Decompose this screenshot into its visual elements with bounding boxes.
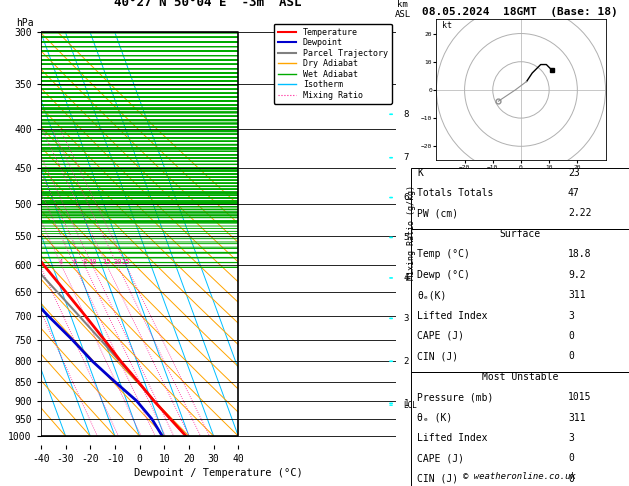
- Text: 6: 6: [404, 193, 409, 202]
- Text: © weatheronline.co.uk: © weatheronline.co.uk: [464, 472, 576, 481]
- Text: 7: 7: [404, 153, 409, 162]
- Text: CAPE (J): CAPE (J): [417, 331, 464, 341]
- Text: Lifted Index: Lifted Index: [417, 311, 487, 321]
- Text: 8: 8: [82, 259, 86, 265]
- Text: 47: 47: [568, 188, 580, 198]
- Text: 0: 0: [568, 351, 574, 362]
- Text: 10: 10: [88, 259, 96, 265]
- Text: 40°27'N 50°04'E  -3m  ASL: 40°27'N 50°04'E -3m ASL: [114, 0, 302, 9]
- Text: 20: 20: [113, 259, 121, 265]
- Text: 5: 5: [404, 233, 409, 242]
- Text: 25: 25: [121, 259, 130, 265]
- Text: 4: 4: [404, 274, 409, 282]
- Text: 3: 3: [404, 314, 409, 323]
- Text: 08.05.2024  18GMT  (Base: 18): 08.05.2024 18GMT (Base: 18): [422, 7, 618, 17]
- Text: 6: 6: [72, 259, 77, 265]
- Text: 4: 4: [59, 259, 64, 265]
- Text: hPa: hPa: [16, 18, 33, 28]
- Text: 0: 0: [568, 453, 574, 464]
- Bar: [41, 33, 238, 436]
- Text: 3: 3: [568, 433, 574, 443]
- Text: 1: 1: [404, 399, 409, 408]
- Text: Totals Totals: Totals Totals: [417, 188, 494, 198]
- Text: 18.8: 18.8: [568, 249, 591, 260]
- Text: 311: 311: [568, 413, 586, 423]
- Text: 0: 0: [568, 474, 574, 484]
- Text: Surface: Surface: [499, 229, 540, 239]
- X-axis label: Dewpoint / Temperature (°C): Dewpoint / Temperature (°C): [134, 468, 303, 478]
- Text: kt: kt: [442, 21, 452, 30]
- Text: Most Unstable: Most Unstable: [482, 372, 558, 382]
- Text: LCL: LCL: [404, 400, 418, 410]
- Text: 0: 0: [568, 331, 574, 341]
- Text: 1015: 1015: [568, 392, 591, 402]
- Text: Mixing Ratio (g/kg): Mixing Ratio (g/kg): [407, 185, 416, 279]
- Text: θₑ(K): θₑ(K): [417, 290, 447, 300]
- Text: Lifted Index: Lifted Index: [417, 433, 487, 443]
- Text: 3: 3: [568, 311, 574, 321]
- Text: PW (cm): PW (cm): [417, 208, 459, 219]
- Text: 15: 15: [103, 259, 111, 265]
- Text: CIN (J): CIN (J): [417, 351, 459, 362]
- Text: Pressure (mb): Pressure (mb): [417, 392, 494, 402]
- Text: CAPE (J): CAPE (J): [417, 453, 464, 464]
- Legend: Temperature, Dewpoint, Parcel Trajectory, Dry Adiabat, Wet Adiabat, Isotherm, Mi: Temperature, Dewpoint, Parcel Trajectory…: [274, 24, 392, 104]
- Text: 9.2: 9.2: [568, 270, 586, 280]
- Text: 2.22: 2.22: [568, 208, 591, 219]
- Text: Temp (°C): Temp (°C): [417, 249, 470, 260]
- Text: 311: 311: [568, 290, 586, 300]
- Text: Dewp (°C): Dewp (°C): [417, 270, 470, 280]
- Text: 2: 2: [404, 357, 409, 366]
- Text: K: K: [417, 168, 423, 178]
- Text: km
ASL: km ASL: [395, 0, 411, 19]
- Text: 8: 8: [404, 110, 409, 119]
- Text: CIN (J): CIN (J): [417, 474, 459, 484]
- Text: 23: 23: [568, 168, 580, 178]
- Text: θₑ (K): θₑ (K): [417, 413, 452, 423]
